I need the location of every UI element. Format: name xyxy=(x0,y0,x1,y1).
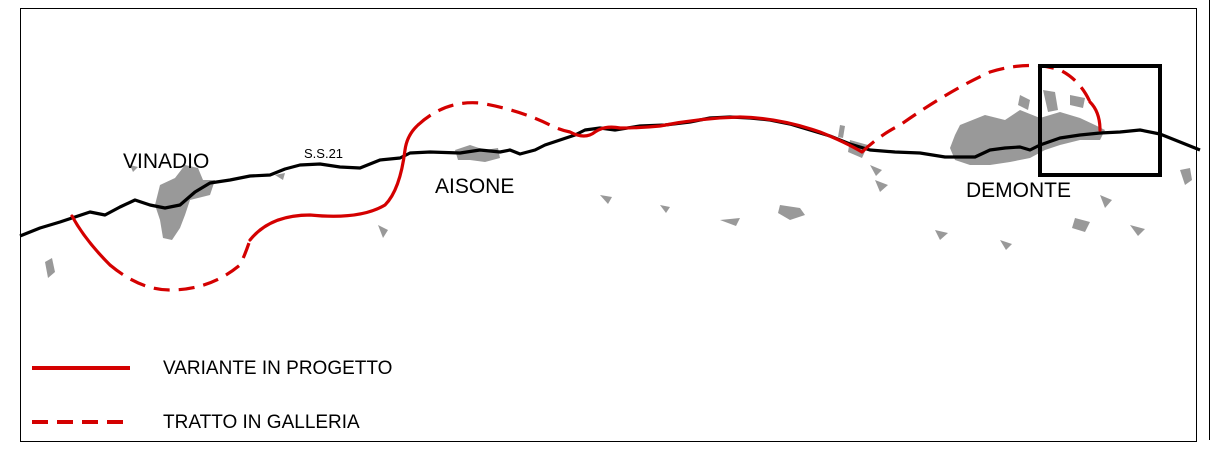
tunnel-aisone xyxy=(416,101,571,134)
variant-segment-west xyxy=(70,214,112,267)
place-label-demonte: DEMONTE xyxy=(966,179,1071,202)
tunnel-vinadio xyxy=(108,239,252,292)
variant-segment-demonte xyxy=(1088,100,1102,132)
legend-label-variant: VARIANTE IN PROGETTO xyxy=(163,358,392,379)
variant-tunnel-segments xyxy=(108,63,1092,292)
road-label-ss21: S.S.21 xyxy=(304,146,343,161)
variant-segment-central xyxy=(568,115,864,154)
built-up-aisone xyxy=(455,145,500,162)
variant-solid-segments xyxy=(70,100,1102,267)
road-ss21 xyxy=(19,115,1201,238)
map-frame xyxy=(20,8,1197,442)
legend: VARIANTE IN PROGETTO TRATTO IN GALLERIA xyxy=(32,358,392,433)
variant-segment-vinadio-aisone xyxy=(248,123,420,242)
map-edge-line xyxy=(1209,0,1210,440)
place-label-vinadio: VINADIO xyxy=(123,150,209,173)
legend-label-tunnel: TRATTO IN GALLERIA xyxy=(163,412,360,433)
tunnel-demonte xyxy=(860,63,1092,154)
place-label-aisone: AISONE xyxy=(435,175,514,198)
detail-inset-box xyxy=(1038,64,1162,177)
